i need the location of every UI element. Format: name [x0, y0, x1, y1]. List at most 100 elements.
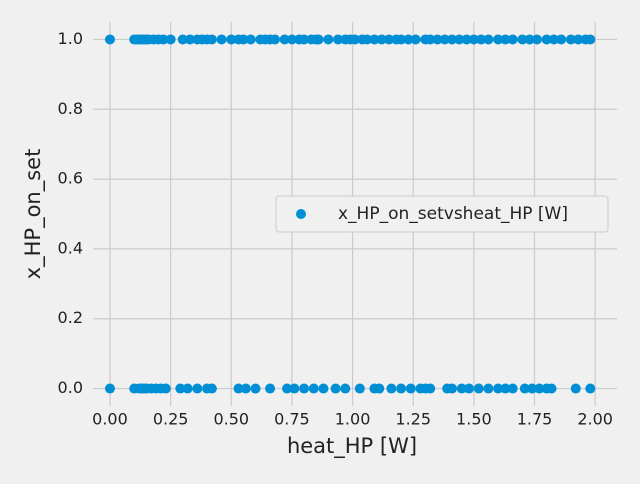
y-tick-label: 1.0: [58, 29, 83, 48]
point: [158, 34, 169, 45]
point: [534, 383, 545, 394]
point: [177, 34, 188, 45]
point: [238, 34, 249, 45]
point: [279, 34, 290, 45]
point: [206, 34, 217, 45]
point: [556, 34, 567, 45]
point: [354, 383, 365, 394]
x-tick-label: 1.50: [456, 410, 492, 429]
legend-marker: [296, 209, 306, 219]
point: [473, 383, 484, 394]
point: [206, 383, 217, 394]
point: [165, 34, 176, 45]
x-tick-label: 2.00: [577, 410, 613, 429]
point: [447, 34, 458, 45]
point: [454, 34, 465, 45]
point: [289, 383, 300, 394]
legend: x_HP_on_setvsheat_HP [W]: [275, 195, 609, 233]
x-tick-label: 1.25: [395, 410, 431, 429]
point: [362, 34, 373, 45]
point: [425, 383, 436, 394]
point: [500, 383, 511, 394]
point: [573, 34, 584, 45]
point: [500, 34, 511, 45]
point: [403, 34, 414, 45]
y-tick-label: 0.4: [58, 238, 83, 257]
point: [330, 383, 341, 394]
point: [447, 383, 458, 394]
point: [299, 34, 310, 45]
point: [333, 34, 344, 45]
point: [313, 34, 324, 45]
point: [182, 383, 193, 394]
point: [185, 34, 196, 45]
legend-frame: [275, 195, 609, 233]
point: [585, 34, 596, 45]
point: [369, 34, 380, 45]
point: [461, 34, 472, 45]
legend-label: x_HP_on_setvsheat_HP [W]: [338, 204, 568, 224]
point: [240, 383, 251, 394]
point: [531, 34, 542, 45]
x-tick-label: 0.75: [274, 410, 310, 429]
point: [396, 34, 407, 45]
x-tick-label: 0.25: [153, 410, 189, 429]
point: [405, 383, 416, 394]
point: [104, 383, 115, 394]
point: [340, 383, 351, 394]
point: [432, 34, 443, 45]
point: [570, 383, 581, 394]
point: [192, 383, 203, 394]
x-axis-label: heat_HP [W]: [287, 434, 417, 459]
point: [318, 383, 329, 394]
point: [425, 34, 436, 45]
point: [216, 34, 227, 45]
point: [299, 383, 310, 394]
point: [383, 34, 394, 45]
point: [308, 383, 319, 394]
point: [250, 383, 261, 394]
point: [233, 383, 244, 394]
point: [468, 34, 479, 45]
x-tick-label: 0.50: [213, 410, 249, 429]
point: [376, 34, 387, 45]
y-tick-label: 0.8: [58, 99, 83, 118]
point: [269, 34, 280, 45]
point: [483, 383, 494, 394]
point: [541, 34, 552, 45]
point: [226, 34, 237, 45]
y-tick-label: 0.2: [58, 308, 83, 327]
point: [565, 34, 576, 45]
point: [519, 383, 530, 394]
point: [410, 34, 421, 45]
y-tick-label: 0.6: [58, 169, 83, 188]
point: [517, 34, 528, 45]
point: [585, 383, 596, 394]
point: [104, 34, 115, 45]
point: [286, 34, 297, 45]
point: [507, 383, 518, 394]
point: [546, 383, 557, 394]
point: [175, 383, 186, 394]
point: [160, 383, 171, 394]
point: [282, 383, 293, 394]
point: [350, 34, 360, 45]
point: [493, 34, 504, 45]
point: [548, 34, 559, 45]
y-tick-label: 0.0: [58, 378, 83, 397]
point: [439, 34, 450, 45]
point: [464, 383, 475, 394]
point: [493, 383, 504, 394]
point: [265, 383, 276, 394]
point: [374, 383, 385, 394]
point: [507, 34, 518, 45]
y-axis-label: x_HP_on_set: [21, 149, 46, 280]
point: [396, 383, 407, 394]
x-tick-label: 1.00: [335, 410, 371, 429]
x-tick-label: 0.00: [92, 410, 128, 429]
point: [483, 34, 494, 45]
point: [527, 383, 538, 394]
point: [386, 383, 397, 394]
